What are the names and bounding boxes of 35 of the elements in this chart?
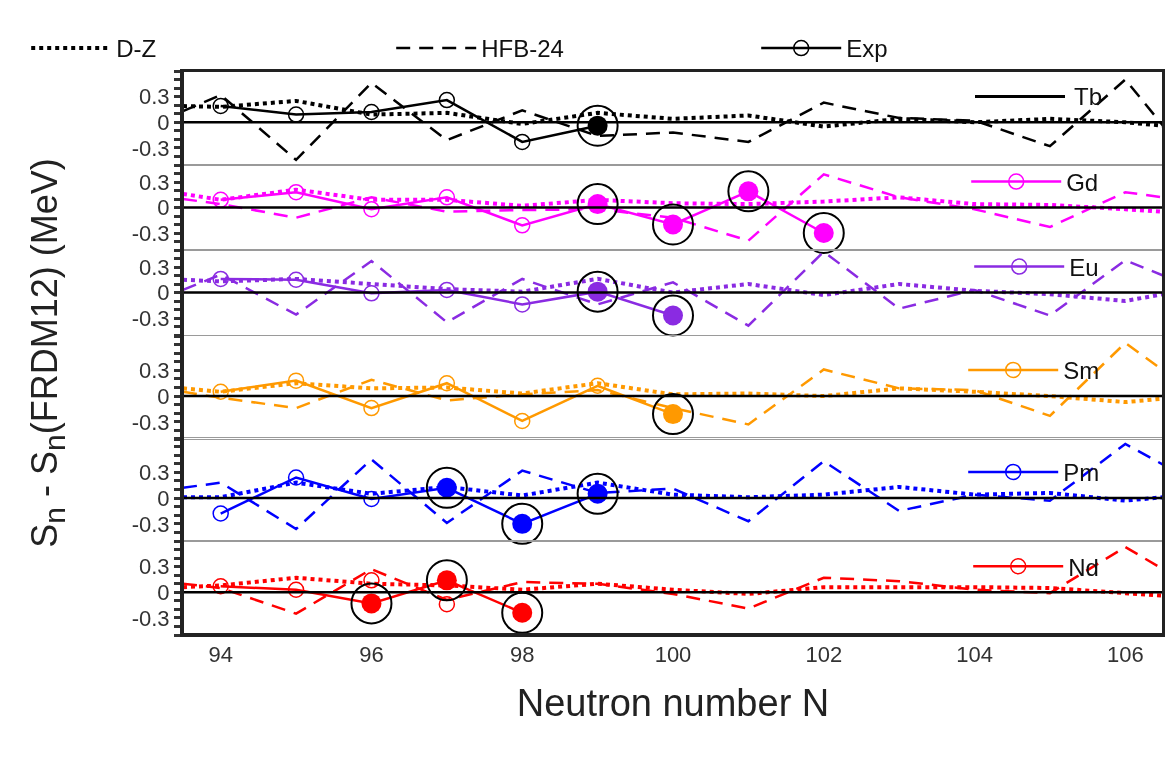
y-tick-label: 0 [157, 486, 170, 512]
x-tick-label: 106 [1106, 642, 1144, 668]
y-tick-label: -0.3 [131, 605, 170, 631]
y-tick-label: -0.3 [131, 511, 170, 537]
y-tick-label: 0.3 [139, 460, 170, 486]
legend-label: Nd [1068, 553, 1099, 581]
x-tick-label: 100 [654, 642, 692, 668]
y-tick-label: 0.3 [139, 357, 170, 383]
x-tick-label: 104 [956, 642, 993, 668]
y-tick-label: 0 [157, 109, 170, 135]
legend-label: HFB-24 [481, 35, 564, 63]
y-tick-label: 0.3 [139, 84, 170, 110]
y-tick-label: 0 [157, 280, 170, 306]
legend-label: Pm [1063, 459, 1100, 487]
y-tick-label: 0 [157, 195, 170, 221]
y-tick-label: 0 [157, 383, 170, 409]
legend-label: D-Z [116, 35, 157, 63]
y-tick-label: 0.3 [139, 255, 170, 281]
y-tick-label: -0.3 [131, 409, 170, 435]
x-axis-title: Neutron number N [516, 681, 830, 724]
x-tick-label: 94 [208, 642, 233, 668]
legend-label: Exp [846, 35, 888, 63]
annotation: Tb [1074, 83, 1103, 110]
y-tick-label: -0.3 [131, 306, 170, 332]
y-tick-label: 0 [157, 579, 170, 605]
y-tick-label: -0.3 [131, 220, 170, 246]
x-tick-label: 98 [509, 642, 535, 668]
y-tick-label: 0.3 [139, 169, 170, 195]
y-tick-label: 0.3 [139, 554, 170, 580]
legend-label: Gd [1066, 168, 1099, 196]
x-tick-label: 96 [359, 642, 384, 668]
legend-label: Eu [1069, 254, 1099, 282]
y-tick-label: -0.3 [131, 135, 170, 161]
legend-label: Sm [1063, 357, 1100, 385]
x-tick-label: 102 [805, 642, 843, 668]
